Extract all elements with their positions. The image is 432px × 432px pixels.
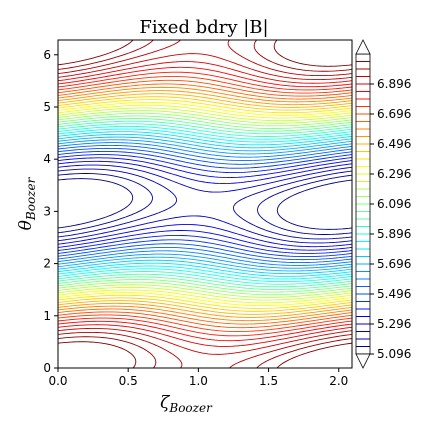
y-tick-label-3: 3 (43, 204, 51, 218)
colorbar-tick-label-7: 6.496 (377, 137, 411, 151)
colorbar-tick-label-1: 5.296 (377, 317, 411, 331)
chart-title: Fixed bdry |B| (139, 17, 268, 38)
x-tick-label-0: 0.0 (48, 374, 67, 388)
contour-level-19 (58, 118, 352, 290)
y-tick-label-0: 0 (43, 361, 51, 375)
contour-level-0 (58, 178, 352, 230)
y-axis-label-symbol: θ (16, 220, 36, 230)
contour-level-23 (58, 107, 352, 301)
y-axis-ticks: 0 1 2 3 4 5 6 (43, 48, 58, 375)
contour-level-6 (58, 154, 352, 254)
contour-level-31 (58, 83, 352, 325)
contour-level-34 (58, 71, 352, 337)
x-tick-label-2: 1.0 (189, 374, 208, 388)
contour-level-12 (58, 136, 352, 272)
contour-level-26 (58, 99, 352, 309)
contour-level-10 (58, 142, 352, 266)
colorbar-tick-label-2: 5.496 (377, 287, 411, 301)
y-tick-label-4: 4 (43, 152, 51, 166)
plot-frame (57, 39, 353, 369)
contour-level-24 (58, 104, 352, 304)
contour-level-7 (58, 150, 352, 258)
contour-level-15 (58, 128, 352, 280)
contour-level-8 (58, 147, 352, 261)
colorbar-extend-min (355, 353, 371, 369)
contour-level-28 (58, 93, 352, 315)
x-axis-label-subscript: Boozer (168, 401, 213, 415)
contour-lines (58, 40, 352, 368)
contour-level-9 (58, 144, 352, 264)
y-tick-label-1: 1 (43, 309, 51, 323)
colorbar-tick-label-4: 5.896 (377, 227, 411, 241)
contour-level-5 (58, 157, 352, 251)
contour-level-39 (58, 40, 352, 368)
contour-level-2 (58, 168, 352, 240)
contour-level-13 (58, 133, 352, 275)
contour-level-1 (58, 173, 352, 235)
contour-level-30 (58, 86, 352, 322)
contour-level-22 (58, 110, 352, 298)
contour-level-3 (58, 164, 352, 244)
x-axis-label-symbol: ζ (160, 393, 171, 413)
contour-level-14 (58, 131, 352, 277)
contour-level-16 (58, 125, 352, 283)
contour-level-25 (58, 101, 352, 307)
contour-level-32 (58, 79, 352, 329)
colorbar-tick-label-3: 5.696 (377, 257, 411, 271)
x-tick-label-4: 2.0 (329, 374, 348, 388)
x-axis-ticks: 0.0 0.5 1.0 1.5 2.0 (48, 368, 348, 388)
y-axis-label: θBoozer (16, 176, 38, 230)
x-tick-label-3: 1.5 (259, 374, 278, 388)
contour-level-27 (58, 96, 352, 312)
colorbar-tick-label-8: 6.696 (377, 107, 411, 121)
y-tick-label-6: 6 (43, 48, 51, 62)
contour-level-33 (58, 75, 352, 333)
contour-level-38 (58, 40, 352, 368)
contour-level-35 (58, 66, 352, 342)
colorbar-tick-label-6: 6.296 (377, 167, 411, 181)
contour-level-17 (58, 123, 352, 285)
colorbar-tick-label-0: 5.096 (377, 347, 411, 361)
colorbar-extend-max (355, 39, 371, 55)
contour-level-11 (58, 139, 352, 269)
contour-level-18 (58, 120, 352, 288)
colorbar-tick-label-9: 6.896 (377, 77, 411, 91)
colorbar-tick-label-5: 6.096 (377, 197, 411, 211)
y-axis-label-subscript: Boozer (24, 176, 38, 221)
colorbar: 5.096 5.296 5.496 5.696 5.896 6.096 6.296 6.496… (355, 39, 411, 369)
contour-level-4 (58, 160, 352, 248)
y-tick-label-2: 2 (43, 257, 51, 271)
x-tick-label-1: 0.5 (119, 374, 138, 388)
contour-level-20 (58, 115, 352, 293)
contour-level-29 (58, 90, 352, 318)
x-axis-label: ζBoozer (160, 393, 213, 415)
contour-level-37 (58, 53, 352, 355)
contour-level-21 (58, 112, 352, 296)
contour-level-36 (58, 61, 352, 347)
y-tick-label-5: 5 (43, 100, 51, 114)
